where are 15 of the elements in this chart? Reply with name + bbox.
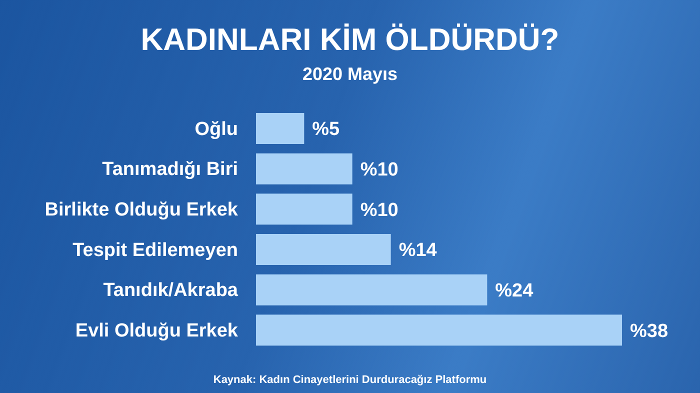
data-label: %5 — [312, 119, 340, 140]
data-label: %14 — [398, 240, 438, 262]
data-label: %10 — [360, 200, 398, 221]
y-tick-label: Tanıdık/Akraba — [103, 280, 238, 302]
y-tick-label: Oğlu — [194, 118, 238, 140]
data-label: %24 — [495, 280, 534, 302]
y-tick-label: Evli Olduğu Erkek — [75, 320, 238, 342]
data-label: %38 — [630, 320, 668, 342]
data-label: %10 — [360, 159, 398, 180]
chart-title: KADINLARI KİM ÖLDÜRDÜ? — [140, 22, 560, 58]
chart-subtitle: 2020 Mayıs — [301, 64, 399, 85]
y-tick-label: Birlikte Olduğu Erkek — [44, 200, 238, 221]
text: Kaynak: Kadın Cinayetlerini Durduracağız Platformu — [212, 374, 488, 386]
y-tick-label: Tanımadığı Biri — [102, 159, 238, 180]
y-tick-label: Tespit Edilemeyen — [72, 240, 238, 261]
